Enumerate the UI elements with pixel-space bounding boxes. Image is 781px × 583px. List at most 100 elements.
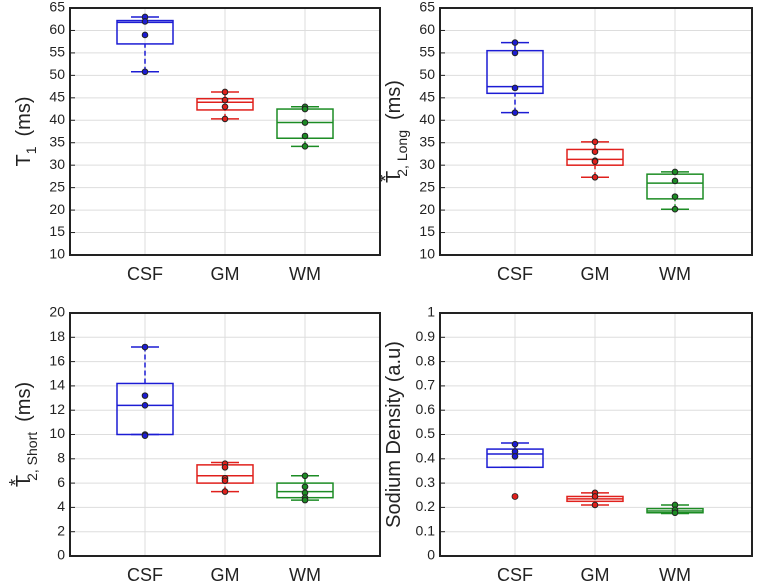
panel: 10 15 20 25 30 35 40 45 50 55 60 65 CSF GM WM T1 (ms) bbox=[13, 0, 381, 284]
label-unit: (ms) bbox=[13, 382, 35, 422]
y-tick-label: 45 bbox=[419, 89, 435, 105]
y-tick-label: 25 bbox=[419, 178, 435, 194]
y-tick-label: 25 bbox=[49, 178, 65, 194]
y-tick-label: 16 bbox=[49, 352, 65, 368]
y-tick-label: 15 bbox=[49, 223, 65, 239]
y-axis-label: Sodium Density (a.u) bbox=[383, 341, 405, 528]
label-main: Sodium Density (a.u) bbox=[383, 341, 405, 528]
axes-frame bbox=[69, 7, 381, 256]
y-tick-label: 0.5 bbox=[416, 425, 436, 441]
y-tick-label: 20 bbox=[49, 201, 65, 217]
data-point bbox=[141, 31, 149, 39]
y-tick-label: 30 bbox=[49, 156, 65, 172]
y-tick-label: 10 bbox=[419, 246, 435, 262]
data-point bbox=[141, 392, 149, 399]
axes-frame bbox=[69, 312, 381, 557]
x-tick-label: GM bbox=[581, 565, 610, 583]
x-tick-label: CSF bbox=[127, 565, 163, 583]
x-tick-label: CSF bbox=[497, 264, 533, 284]
panel: 0 2 4 6 8 10 12 14 16 18 20 CSF GM WM T*2, Short (ms) bbox=[6, 304, 381, 583]
data-point bbox=[591, 158, 599, 165]
panel: 10 15 20 25 30 35 40 45 50 55 60 65 CSF GM WM T*2, Long… bbox=[376, 0, 753, 284]
x-tick-label: CSF bbox=[497, 565, 533, 583]
y-tick-label: 0.6 bbox=[416, 401, 436, 417]
y-tick-label: 20 bbox=[419, 201, 435, 217]
data-point bbox=[221, 103, 229, 111]
data-point bbox=[591, 148, 599, 156]
y-tick-label: 40 bbox=[49, 111, 65, 127]
data-point bbox=[671, 509, 679, 517]
label-sup: * bbox=[6, 479, 26, 486]
data-point bbox=[301, 496, 309, 504]
data-point bbox=[671, 193, 679, 200]
y-tick-label: 0 bbox=[57, 547, 65, 563]
y-tick-label: 2 bbox=[57, 522, 65, 538]
y-tick-label: 55 bbox=[419, 44, 435, 60]
y-tick-label: 14 bbox=[49, 377, 65, 393]
y-tick-label: 0.9 bbox=[416, 328, 436, 344]
data-point bbox=[221, 477, 229, 484]
x-tick-label: GM bbox=[581, 264, 610, 284]
x-tick-label: GM bbox=[211, 264, 240, 284]
data-point bbox=[301, 132, 309, 140]
data-point bbox=[591, 501, 599, 509]
y-tick-label: 35 bbox=[49, 133, 65, 149]
y-tick-label: 30 bbox=[419, 156, 435, 172]
y-tick-label: 10 bbox=[49, 246, 65, 262]
y-tick-label: 60 bbox=[49, 21, 65, 37]
data-point bbox=[671, 205, 679, 213]
data-point bbox=[301, 143, 309, 150]
data-point bbox=[141, 343, 149, 351]
data-point bbox=[591, 138, 599, 146]
data-point bbox=[511, 109, 519, 116]
y-tick-label: 10 bbox=[49, 425, 65, 441]
label-main: T bbox=[383, 171, 405, 183]
x-tick-label: WM bbox=[659, 264, 691, 284]
data-point bbox=[141, 18, 149, 25]
data-point bbox=[671, 168, 679, 176]
data-point bbox=[591, 174, 599, 181]
y-tick-label: 50 bbox=[419, 66, 435, 82]
data-point bbox=[301, 119, 309, 126]
data-point bbox=[511, 49, 519, 57]
data-point bbox=[141, 432, 149, 440]
label-unit: (ms) bbox=[383, 80, 405, 120]
y-tick-label: 0 bbox=[427, 547, 435, 563]
data-point bbox=[301, 483, 309, 491]
y-tick-label: 6 bbox=[57, 474, 65, 490]
data-point bbox=[671, 177, 679, 185]
label-sub: 2, Long bbox=[394, 130, 410, 177]
y-tick-label: 15 bbox=[419, 223, 435, 239]
data-point bbox=[511, 440, 519, 448]
data-point bbox=[511, 84, 519, 92]
data-point bbox=[591, 493, 599, 500]
label-unit: (ms) bbox=[13, 97, 35, 137]
data-point bbox=[221, 464, 229, 471]
data-point bbox=[511, 453, 519, 460]
x-tick-label: WM bbox=[289, 264, 321, 284]
y-tick-label: 20 bbox=[49, 304, 65, 320]
data-point bbox=[221, 488, 229, 495]
data-point bbox=[511, 39, 519, 46]
y-tick-label: 0.7 bbox=[416, 377, 436, 393]
y-tick-label: 35 bbox=[419, 133, 435, 149]
data-point bbox=[221, 96, 229, 104]
y-tick-label: 0.2 bbox=[416, 498, 436, 514]
y-tick-label: 45 bbox=[49, 89, 65, 105]
x-tick-label: WM bbox=[289, 565, 321, 583]
y-tick-label: 0.4 bbox=[416, 450, 436, 466]
x-tick-label: WM bbox=[659, 565, 691, 583]
data-point bbox=[141, 402, 149, 409]
y-tick-label: 0.3 bbox=[416, 474, 436, 490]
y-axis-label: T1 (ms) bbox=[13, 97, 38, 167]
data-point bbox=[141, 68, 149, 76]
y-tick-label: 65 bbox=[419, 0, 435, 15]
data-point bbox=[221, 115, 229, 123]
label-main: T bbox=[13, 475, 35, 487]
y-axis-label: T*2, Short (ms) bbox=[6, 382, 40, 487]
axes-frame bbox=[439, 7, 753, 256]
y-tick-label: 65 bbox=[49, 0, 65, 15]
y-tick-label: 55 bbox=[49, 44, 65, 60]
label-main: T bbox=[13, 154, 35, 166]
